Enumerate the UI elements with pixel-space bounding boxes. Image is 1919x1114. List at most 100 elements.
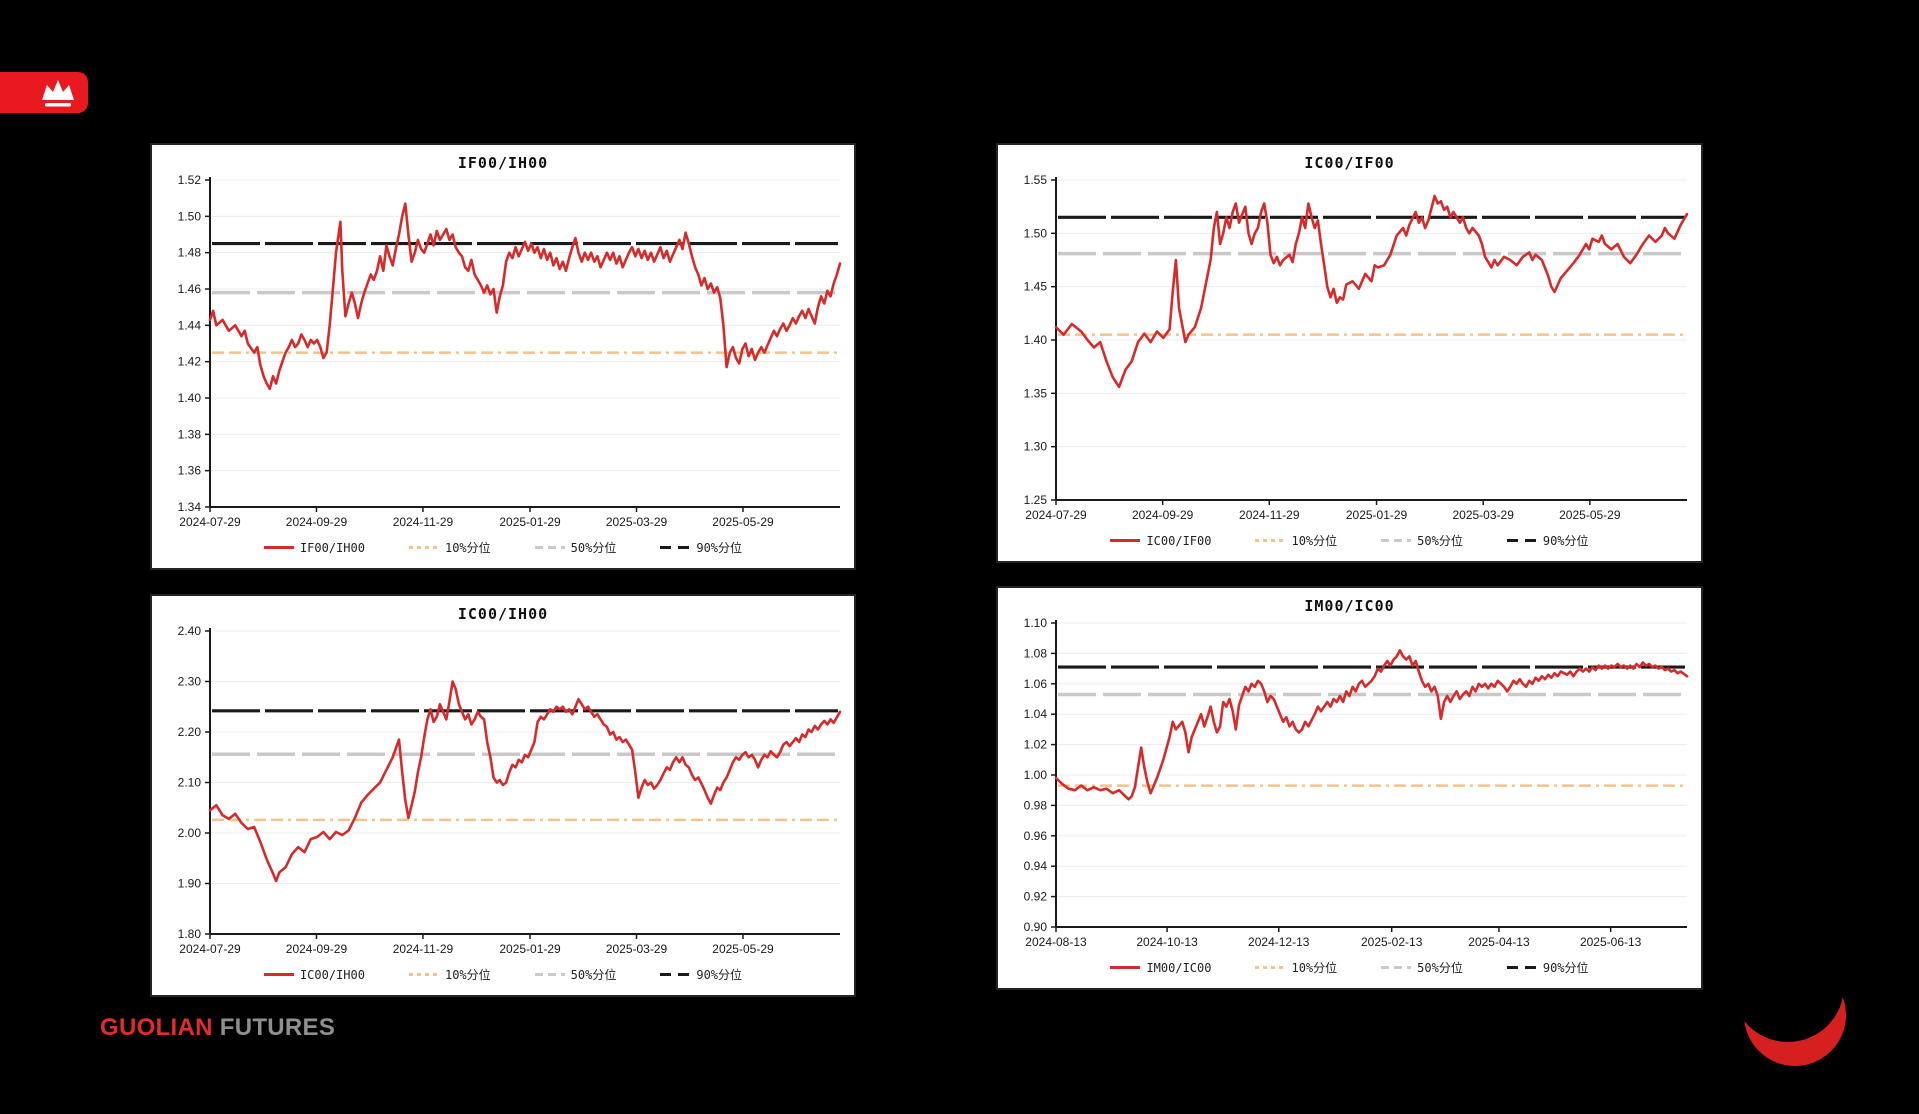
chart-title: IC00/IH00: [457, 605, 549, 623]
x-tick-label: 2024-07-29: [179, 942, 241, 956]
chart-panel-ic00-ih00: IC00/IH00 1.80 1.90 2.00 2.10 2.20 2.30 2.40 20…: [150, 594, 856, 997]
legend-label: 50%分位: [1417, 961, 1463, 975]
p90-line-swatch: [660, 973, 691, 976]
series-line: [1054, 649, 1689, 801]
x-tick-label: 2025-01-29: [499, 515, 561, 529]
chart-legend: IF00/IH00 10%分位 50%分位 90%分位: [152, 537, 854, 568]
p50-line-swatch: [534, 973, 565, 976]
chart-plot: 1.34 1.36 1.38 1.40 1.42 1.44 1.46 1.48 1.50 1.52…: [178, 173, 842, 529]
x-tick-label: 2025-06-13: [1580, 935, 1642, 949]
series-line-swatch: [1110, 539, 1141, 542]
legend-item-series: IC00/IH00: [263, 967, 365, 982]
series-line: [208, 202, 842, 391]
x-tick-label: 2025-03-29: [606, 942, 668, 956]
chart-panel-im00-ic00: IM00/IC00 0.90 0.92 0.94 0.96 0.98 1.00 1.02 1.…: [996, 586, 1703, 990]
chart-plot: 1.80 1.90 2.00 2.10 2.20 2.30 2.40 2024-07-29 20…: [178, 624, 842, 956]
legend-label: 90%分位: [696, 541, 743, 555]
legend-item-series: IC00/IF00: [1110, 534, 1211, 548]
p10-line-swatch: [408, 973, 439, 976]
brand-guolian: GUOLIAN: [100, 1014, 213, 1041]
legend-label: 10%分位: [1291, 534, 1338, 548]
y-tick-label: 2.30: [178, 675, 202, 689]
series-line-swatch: [1110, 966, 1141, 969]
legend-item-series: IM00/IC00: [1110, 961, 1211, 975]
chart-plot: 0.90 0.92 0.94 0.96 0.98 1.00 1.02 1.04 1.06 1.08…: [1024, 616, 1689, 949]
legend-item-p10: 10%分位: [1255, 959, 1337, 976]
y-tick-label: 0.90: [1024, 920, 1048, 934]
x-tick-label: 2024-07-29: [1025, 508, 1087, 522]
y-tick-label: 1.40: [1024, 333, 1048, 347]
swoosh-logo: [1732, 930, 1846, 1066]
legend-item-p90: 90%分位: [1506, 959, 1589, 976]
legend-label: 10%分位: [444, 968, 491, 982]
p10-line-swatch: [408, 546, 439, 549]
x-tick-label: 2025-01-29: [499, 942, 561, 956]
x-tick-label: 2024-11-29: [393, 515, 454, 529]
y-tick-label: 1.50: [1024, 226, 1048, 240]
legend-label: 90%分位: [1542, 534, 1589, 548]
x-tick-label: 2025-05-29: [1559, 508, 1621, 522]
y-tick-label: 1.34: [178, 500, 202, 514]
x-tick-label: 2025-03-29: [606, 515, 668, 529]
legend-label: IM00/IC00: [1146, 960, 1212, 975]
brand-futures: FUTURES: [219, 1014, 336, 1041]
p10-line-swatch: [1255, 539, 1286, 542]
series-line: [1054, 194, 1689, 389]
x-tick-label: 2024-10-13: [1136, 935, 1198, 949]
chart-panel-if00-ih00: IF00/IH00 1.34 1.36 1.38 1.40 1.42 1.44 1.46 1.…: [150, 143, 856, 570]
x-tick-label: 2024-08-13: [1025, 935, 1087, 949]
y-tick-label: 1.25: [1024, 493, 1048, 507]
y-tick-label: 1.35: [1024, 386, 1048, 400]
chart-title: IC00/IF00: [1304, 154, 1395, 172]
legend-label: IF00/IH00: [299, 540, 365, 555]
legend-item-p90: 90%分位: [660, 539, 742, 556]
legend-label: 90%分位: [1542, 961, 1589, 975]
y-tick-label: 1.46: [178, 282, 202, 296]
y-tick-label: 1.50: [178, 209, 202, 223]
x-tick-label: 2025-01-29: [1346, 508, 1408, 522]
chart-title: IF00/IH00: [457, 154, 549, 172]
x-tick-label: 2024-09-29: [286, 942, 348, 956]
legend-item-p50: 50%分位: [1381, 959, 1463, 976]
y-tick-label: 2.00: [178, 826, 202, 840]
y-tick-label: 1.80: [178, 927, 202, 941]
y-tick-label: 2.20: [178, 725, 202, 739]
legend-item-p10: 10%分位: [1255, 532, 1337, 549]
y-tick-label: 0.92: [1024, 890, 1048, 904]
p50-line-swatch: [1381, 539, 1412, 542]
x-tick-label: 2025-05-29: [712, 942, 774, 956]
y-tick-label: 1.36: [178, 464, 202, 478]
x-tick-label: 2024-09-29: [286, 515, 348, 529]
chart-title: IM00/IC00: [1304, 597, 1395, 615]
x-tick-label: 2024-07-29: [179, 515, 241, 529]
y-tick-label: 1.04: [1024, 707, 1048, 721]
y-tick-label: 1.08: [1024, 646, 1048, 660]
x-tick-label: 2025-03-29: [1452, 508, 1514, 522]
swoosh-mask: [1732, 930, 1844, 1042]
y-tick-label: 1.10: [1024, 616, 1048, 630]
legend-item-p50: 50%分位: [534, 966, 616, 983]
y-tick-label: 1.90: [178, 877, 202, 891]
p10-line-swatch: [1255, 966, 1286, 969]
legend-label: 10%分位: [1291, 961, 1338, 975]
chart-legend: IC00/IF00 10%分位 50%分位 90%分位: [998, 530, 1701, 561]
p50-line-swatch: [534, 546, 565, 549]
y-tick-label: 1.06: [1024, 677, 1048, 691]
y-tick-label: 0.94: [1024, 859, 1048, 873]
legend-item-p50: 50%分位: [534, 539, 617, 556]
legend-label: 50%分位: [570, 541, 617, 555]
chart-legend: IM00/IC00 10%分位 50%分位 90%分位: [998, 957, 1701, 988]
legend-label: IC00/IH00: [299, 967, 365, 982]
chart-legend: IC00/IH00 10%分位 50%分位 90%分位: [152, 964, 854, 995]
crown-badge: [0, 72, 88, 113]
x-tick-label: 2024-11-29: [1239, 508, 1300, 522]
y-tick-label: 1.00: [1024, 768, 1048, 782]
y-tick-label: 1.48: [178, 246, 202, 260]
x-tick-label: 2025-04-13: [1468, 935, 1530, 949]
y-tick-label: 0.98: [1024, 798, 1048, 812]
p90-line-swatch: [660, 546, 691, 549]
legend-label: 90%分位: [696, 968, 743, 982]
chart-plot: 1.25 1.30 1.35 1.40 1.45 1.50 1.55 2024-07-29 20…: [1024, 173, 1689, 522]
series-line-swatch: [263, 973, 294, 976]
y-tick-label: 1.45: [1024, 280, 1048, 294]
